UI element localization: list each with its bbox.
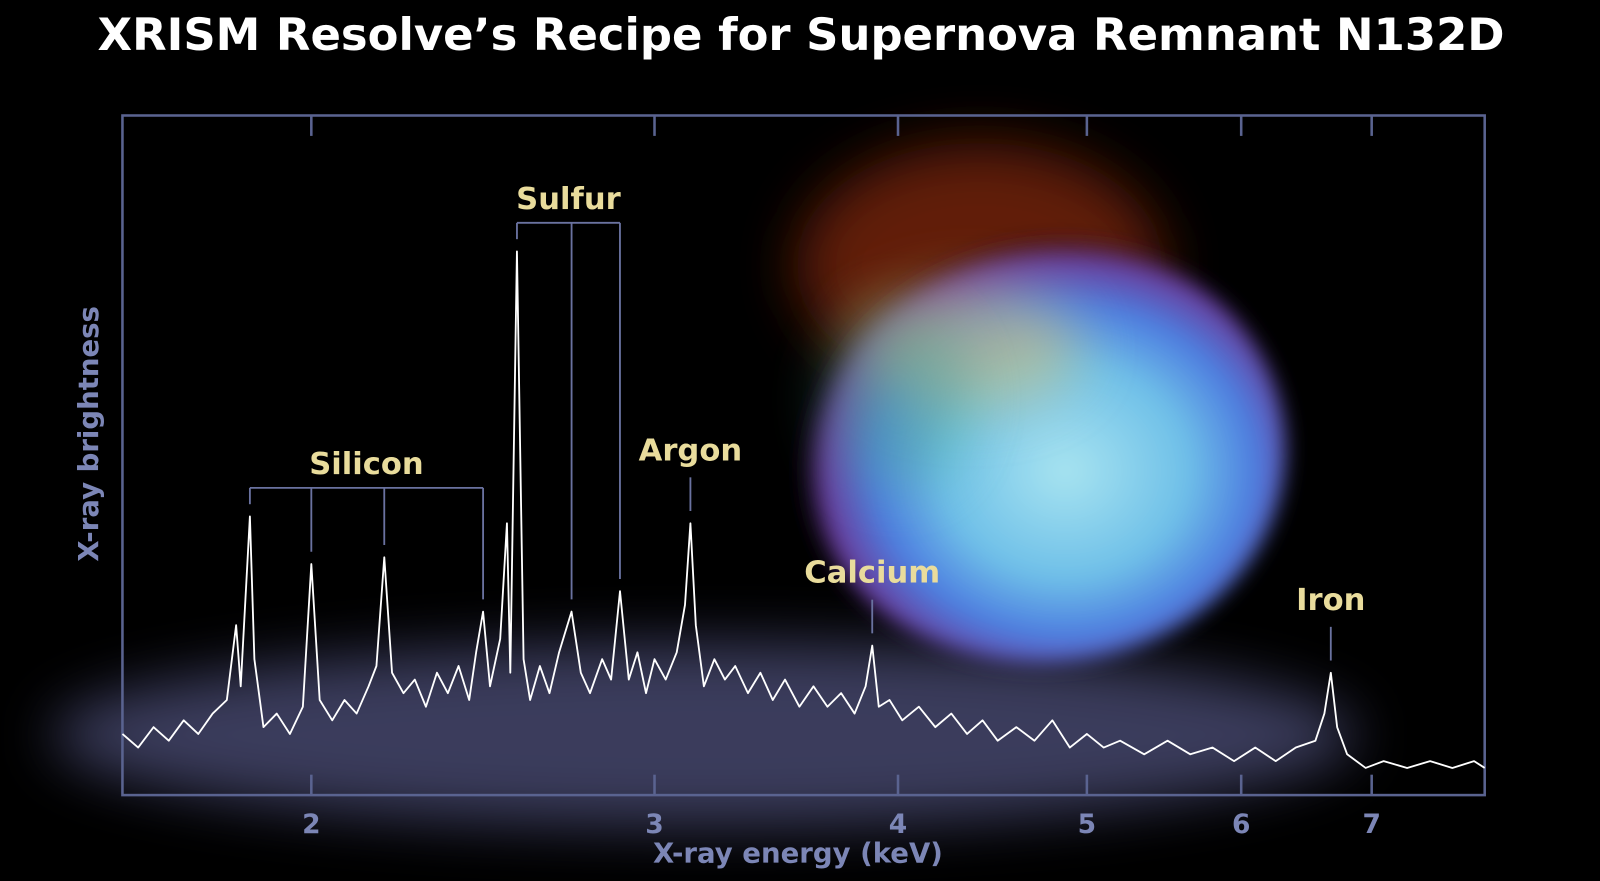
- x-tick-label: 2: [302, 809, 320, 840]
- glow: [51, 643, 1358, 827]
- remnant-image: [795, 143, 1286, 664]
- remnant-green: [826, 306, 970, 490]
- x-tick-label: 4: [889, 809, 907, 840]
- plot-frame: [121, 114, 1486, 797]
- chart-title: XRISM Resolve’s Recipe for Supernova Rem…: [97, 8, 1504, 61]
- annotation-label: Sulfur: [516, 182, 621, 217]
- x-tick-label: 3: [645, 809, 663, 840]
- x-tick-label: 5: [1078, 809, 1096, 840]
- annotation-label: Silicon: [309, 447, 423, 482]
- x-axis-label: X-ray energy (keV): [653, 837, 943, 869]
- x-tick-label: 7: [1362, 809, 1380, 840]
- spectrum-line: [121, 250, 1486, 769]
- x-tick-label: 6: [1232, 809, 1250, 840]
- annotation-label: Iron: [1296, 583, 1365, 618]
- y-axis-label: X-ray brightness: [73, 306, 105, 562]
- annotation-label: Calcium: [804, 556, 940, 591]
- annotation-label: Argon: [639, 433, 743, 468]
